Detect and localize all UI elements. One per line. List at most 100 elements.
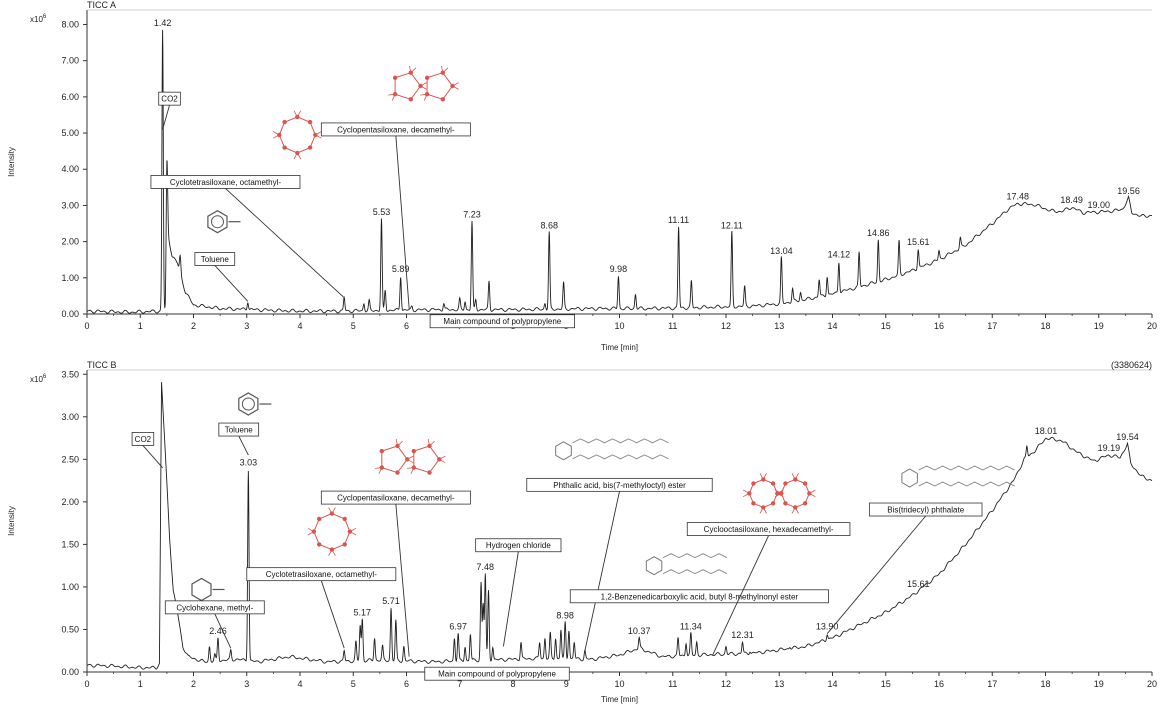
peak-label: 5.71	[382, 596, 400, 606]
x-tick-label: 11	[668, 679, 677, 689]
y-tick-label: 6.00	[61, 92, 79, 102]
x-tick-label: 3	[244, 679, 249, 689]
siloxane-atom	[379, 448, 384, 454]
y-tick-label: 0.00	[61, 309, 79, 319]
peak-label: 8.98	[556, 611, 574, 621]
annotation-leader-line	[238, 435, 249, 456]
y-tick-label: 2.50	[61, 454, 79, 464]
x-axis-title: Time [min]	[601, 343, 638, 352]
methyl-bond	[791, 473, 796, 480]
x-tick-label: 6	[404, 679, 409, 689]
annotation-label: Toluene	[201, 255, 230, 264]
methyl-bond	[315, 131, 322, 136]
peak-label: 15.61	[907, 579, 930, 589]
annotation-leader-line	[395, 135, 410, 309]
peak-label: 12.31	[731, 630, 754, 640]
methyl-bond	[407, 458, 414, 464]
siloxane-atom	[395, 470, 400, 475]
siloxane-atom	[440, 97, 445, 102]
siloxane-atom	[761, 505, 766, 510]
panel-label: TICC B	[87, 360, 117, 370]
y-axis-title: Intensity	[7, 147, 16, 177]
alkyl-chain	[572, 438, 669, 444]
siloxane-ring	[381, 445, 408, 474]
annotation-label: Cyclotetrasiloxane, octamethyl-	[266, 570, 377, 579]
siloxane-ring	[426, 72, 454, 100]
x-tick-label: 2	[191, 679, 196, 689]
siloxane4-structure	[307, 507, 357, 556]
annotation-box	[868, 502, 983, 517]
x-tick-label: 15	[881, 679, 891, 689]
annotation-leader-line	[395, 504, 410, 657]
annotation-box	[194, 252, 236, 266]
chart-panel: TICC B (3380624) x106 0.00 0.50 1.00 1.50 2.00 2…	[7, 360, 1157, 704]
x-tick-label: 16	[934, 321, 944, 331]
methyl-bond	[794, 473, 799, 480]
methyl-bond	[423, 94, 428, 101]
siloxane-atom	[783, 481, 788, 486]
panel-label: TICC A	[87, 0, 116, 10]
peak-label: 13.90	[816, 622, 839, 632]
methyl-bond	[429, 440, 435, 447]
methyl-bond	[809, 493, 816, 498]
methyl-bond	[791, 507, 796, 514]
annotation-label: Cyclotetrasiloxane, octamethyl-	[170, 178, 281, 187]
methyl-bond	[307, 527, 315, 532]
x-tick-label: 10	[614, 679, 624, 689]
peak-label: 19.56	[1117, 186, 1140, 196]
methyl-bond	[406, 467, 414, 469]
phthalate-structure	[555, 438, 669, 461]
siloxane-atom	[282, 145, 287, 150]
y-tick-label: 7.00	[61, 56, 79, 66]
methyl-bond	[407, 455, 414, 460]
methyl-bond	[378, 467, 383, 475]
peak-label: 19.19	[1098, 443, 1121, 453]
annotation-label: Main compound of polypropylene	[443, 317, 561, 326]
x-tick-label: 13	[774, 321, 784, 331]
annotation-leader-line	[712, 535, 770, 656]
annotation-box	[131, 432, 155, 446]
annotation-leader-line	[502, 551, 519, 647]
siloxane-atom	[783, 501, 788, 506]
annotation-box	[164, 600, 265, 615]
alkyl-chain	[572, 454, 669, 460]
annotation-box	[424, 666, 570, 681]
siloxane-atom	[802, 501, 808, 506]
methyl-bond	[794, 507, 799, 514]
siloxane-ring	[394, 72, 422, 100]
methyl-bond	[374, 467, 382, 469]
x-tick-label: 19	[1094, 679, 1104, 689]
y-tick-label: 3.00	[61, 412, 79, 422]
y-tick-label: 3.50	[61, 369, 79, 379]
peak-label: 18.49	[1060, 195, 1083, 205]
annotation-label: 1,2-Benzenedicarboxylic acid, butyl 8-me…	[601, 592, 799, 601]
peak-label: 8.68	[540, 221, 558, 231]
x-tick-label: 4	[297, 679, 302, 689]
annotation-leader-line	[584, 491, 620, 651]
methyl-bond	[439, 458, 446, 464]
y-tick-label: 0.50	[61, 624, 79, 634]
annotation-box	[150, 175, 301, 189]
x-tick-label: 11	[668, 321, 677, 331]
methyl-bond	[420, 93, 428, 96]
annotation-label: Cyclopentasiloxane, decamethyl-	[337, 125, 455, 134]
siloxane5-structure	[374, 439, 446, 475]
x-tick-label: 18	[1040, 321, 1050, 331]
methyl-bond	[349, 531, 357, 536]
siloxane-atom	[342, 542, 347, 547]
y-tick-label: 2.00	[61, 497, 79, 507]
siloxane4-structure	[273, 110, 322, 160]
siloxane-atom	[317, 516, 322, 522]
siloxane-atom	[342, 516, 347, 522]
peak-label: 15.61	[907, 237, 930, 247]
siloxane-atom	[802, 481, 808, 486]
siloxane-atom	[295, 114, 300, 120]
methyl-bond	[420, 82, 427, 87]
phthalate2-structure	[645, 553, 728, 576]
x-tick-label: 19	[1094, 321, 1104, 331]
methyl-bond	[409, 65, 412, 73]
peak-label: 5.53	[373, 207, 391, 217]
x-tick-label: 12	[721, 679, 731, 689]
